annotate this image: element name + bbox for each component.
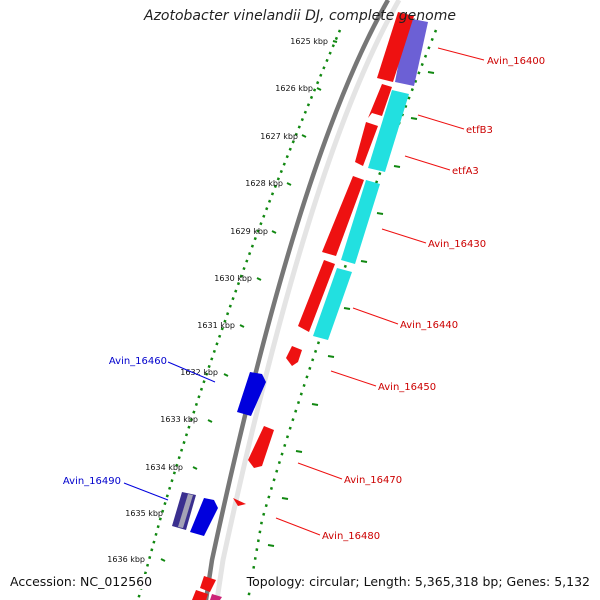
map-title: Azotobacter vinelandii DJ, complete geno… xyxy=(144,8,456,24)
leader-line xyxy=(275,517,321,536)
feature-avin-16490-cds-shade xyxy=(178,494,193,528)
leader-line xyxy=(330,370,377,387)
leader-line xyxy=(123,482,169,501)
forward-cds-features xyxy=(192,12,414,600)
outer-tick xyxy=(311,403,319,406)
ruler-tick-label: 1627 kbp xyxy=(260,132,298,141)
gene-labels: Avin_16400 etfB3 etfA3 Avin_16430 Avin_1… xyxy=(63,56,545,542)
feature-avin-16480-cds[interactable] xyxy=(233,498,246,506)
feature-avin-16440-cds[interactable] xyxy=(298,260,335,332)
ruler-tick-label: 1636 kbp xyxy=(107,555,145,564)
leader-line xyxy=(297,462,343,480)
feature-bottom-cds-2[interactable] xyxy=(192,590,208,600)
feature-avin-16470-cds[interactable] xyxy=(248,426,274,468)
ruler-tick-label: 1633 kbp xyxy=(160,415,198,424)
feature-etfa3-cds[interactable] xyxy=(355,122,378,166)
ruler-tick xyxy=(256,277,262,281)
ruler-tick-label: 1632 kbp xyxy=(180,368,218,377)
feature-avin-16460-cds[interactable] xyxy=(237,372,266,416)
feature-etfb3-cds[interactable] xyxy=(368,84,392,118)
gene-label-avin-16460[interactable]: Avin_16460 xyxy=(109,356,167,367)
ruler-tick-label: 1628 kbp xyxy=(245,179,283,188)
outer-tick xyxy=(376,212,384,215)
ruler-tick xyxy=(207,419,213,423)
ruler-tick-label: 1626 kbp xyxy=(275,84,313,93)
gene-label-avin-16400[interactable]: Avin_16400 xyxy=(487,56,545,67)
feature-etfb3-rna[interactable] xyxy=(368,90,409,172)
reverse-cds-features xyxy=(172,372,266,536)
ruler-tick xyxy=(332,40,338,43)
gene-label-avin-16470[interactable]: Avin_16470 xyxy=(344,475,402,486)
feature-etfa3-rna[interactable] xyxy=(341,180,380,264)
ruler-tick xyxy=(301,134,307,138)
feature-bottom-cds-3[interactable] xyxy=(210,594,222,600)
ruler-tick xyxy=(223,373,229,377)
feature-avin-16400-rna[interactable] xyxy=(395,18,428,86)
ruler-tick xyxy=(316,87,322,91)
gene-label-etfa3[interactable]: etfA3 xyxy=(452,166,479,177)
ruler-tick xyxy=(160,558,166,562)
leader-line xyxy=(381,228,427,244)
leader-line xyxy=(417,114,465,130)
outer-tick xyxy=(327,355,335,358)
ruler-tick-label: 1625 kbp xyxy=(290,37,328,46)
gene-label-avin-16480[interactable]: Avin_16480 xyxy=(322,531,380,542)
leader-line xyxy=(167,361,216,383)
feature-avin-16430-cds[interactable] xyxy=(322,176,364,256)
outer-tick xyxy=(360,260,368,263)
ruler-tick-label: 1635 kbp xyxy=(125,509,163,518)
ruler-tick xyxy=(192,466,198,470)
topology-text: Topology: circular; Length: 5,365,318 bp… xyxy=(245,574,591,589)
feature-avin-16450-cds[interactable] xyxy=(286,346,302,366)
outer-tick xyxy=(427,71,435,74)
outer-tick xyxy=(410,117,418,120)
gene-label-etfb3[interactable]: etfB3 xyxy=(466,125,493,136)
label-leader-lines xyxy=(123,47,485,536)
feature-reverse-cds-2[interactable] xyxy=(190,498,218,536)
ruler-labels: 1625 kbp 1626 kbp 1627 kbp 1628 kbp 1629… xyxy=(107,37,328,564)
outer-tick xyxy=(343,307,351,310)
gene-label-avin-16490[interactable]: Avin_16490 xyxy=(63,476,121,487)
ruler-tick xyxy=(271,230,277,234)
leader-line xyxy=(352,307,399,325)
gene-label-avin-16440[interactable]: Avin_16440 xyxy=(400,320,458,331)
ruler-tick-label: 1630 kbp xyxy=(214,274,252,283)
backbone-shadow xyxy=(214,0,402,600)
outer-tick xyxy=(295,450,303,453)
accession-text: Accession: NC_012560 xyxy=(9,574,154,589)
outer-tick xyxy=(267,544,275,547)
ruler-tick-label: 1634 kbp xyxy=(145,463,183,472)
ruler-tick-label: 1629 kbp xyxy=(230,227,268,236)
ruler-tick xyxy=(239,324,245,328)
leader-line xyxy=(404,155,451,171)
feature-bottom-cds-1[interactable] xyxy=(200,576,216,592)
feature-avin-16400-cds[interactable] xyxy=(377,12,414,82)
genome-backbone xyxy=(203,0,390,600)
outer-tick xyxy=(281,497,289,500)
feature-avin-16430-rna[interactable] xyxy=(313,268,352,340)
ruler-tick xyxy=(286,182,292,186)
outer-ring-ticks xyxy=(267,71,435,547)
gene-label-avin-16450[interactable]: Avin_16450 xyxy=(378,382,436,393)
outer-feature-ring xyxy=(246,29,438,600)
rna-features xyxy=(313,18,428,340)
leader-line xyxy=(437,47,485,61)
gene-label-avin-16430[interactable]: Avin_16430 xyxy=(428,239,486,250)
ruler-tick-label: 1631 kbp xyxy=(197,321,235,330)
outer-tick xyxy=(393,165,401,168)
